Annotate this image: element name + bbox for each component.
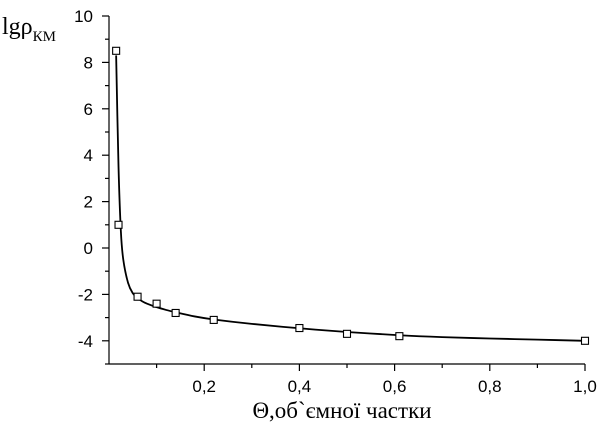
data-point — [295, 323, 304, 333]
x-axis-label: Θ,об`ємної частки — [252, 398, 431, 423]
data-point — [152, 299, 161, 308]
data-point — [112, 46, 121, 55]
y-tick-label: 0 — [84, 239, 93, 258]
data-point — [209, 315, 218, 324]
x-ticks: 0,2 0,4 0,6 0,8 1,0 — [156, 364, 597, 396]
x-tick-label: 0,2 — [192, 377, 216, 396]
y-axis-label-subscript: КМ — [33, 29, 56, 45]
y-axis-label-base: lgρ — [2, 14, 33, 40]
y-ticks: -4 -2 0 2 4 6 8 10 — [74, 7, 109, 365]
y-axis-label: lgρКМ — [2, 14, 56, 45]
data-point — [133, 292, 142, 301]
y-tick-label: 8 — [84, 53, 93, 72]
data-point — [395, 332, 404, 341]
data-point — [580, 336, 590, 345]
y-tick-label: 2 — [84, 193, 93, 212]
plot-area: -4 -2 0 2 4 6 8 10 0,2 0,4 0,6 0,8 1,0 — [74, 7, 597, 396]
y-tick-label: -4 — [78, 332, 93, 351]
data-markers — [112, 46, 590, 345]
y-tick-label: -2 — [78, 285, 93, 304]
data-point — [171, 308, 180, 318]
y-tick-label: 4 — [84, 146, 93, 165]
x-tick-label: 0,8 — [478, 377, 502, 396]
fit-curve-line — [115, 55, 586, 342]
data-point — [342, 329, 352, 338]
y-tick-label: 10 — [74, 7, 93, 26]
x-tick-label: 1,0 — [573, 377, 597, 396]
data-point — [114, 220, 123, 229]
x-tick-label: 0,4 — [288, 377, 312, 396]
x-tick-label: 0,6 — [383, 377, 407, 396]
y-tick-label: 6 — [84, 100, 93, 119]
